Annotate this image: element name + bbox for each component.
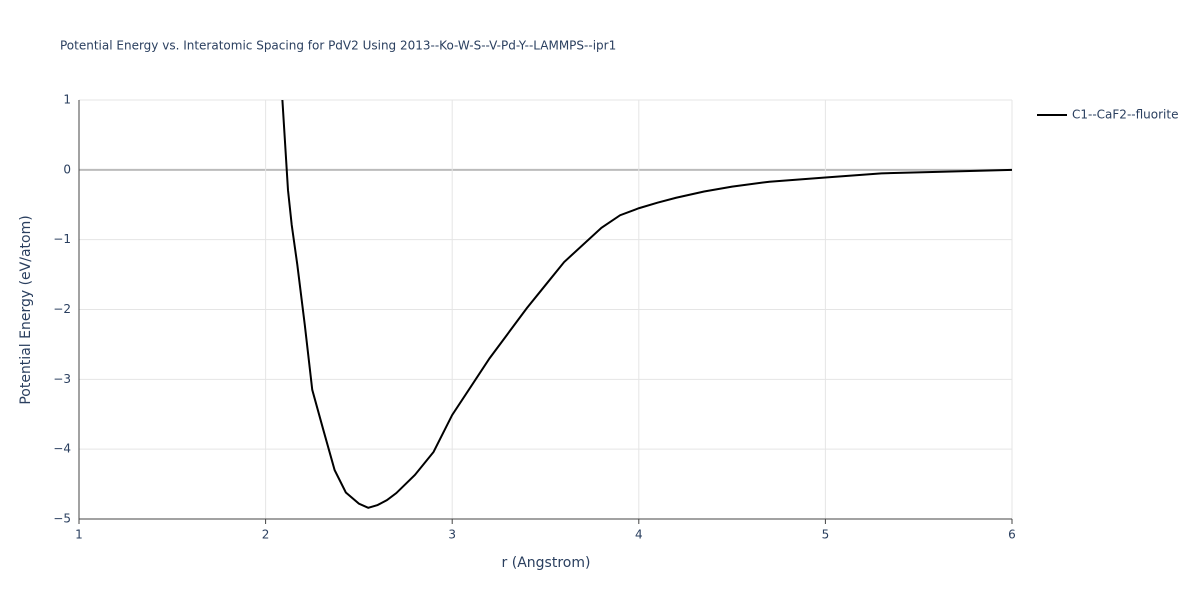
y-tick-label: −4	[53, 442, 71, 456]
x-tick-label: 3	[448, 528, 456, 542]
line	[281, 99, 1013, 509]
y-tick-label: 0	[63, 162, 71, 176]
y-tick-label: −3	[53, 372, 71, 386]
legend-label: C1--CaF2--fluorite	[1072, 108, 1178, 122]
x-tick-label: 1	[75, 528, 83, 542]
y-axis-label: Potential Energy (eV/atom)	[18, 215, 34, 404]
x-tick-label: 6	[1008, 528, 1016, 542]
y-tick-label: −5	[53, 512, 71, 526]
x-axis-label: r (Angstrom)	[502, 555, 591, 571]
y-tick-label: 1	[63, 93, 71, 107]
y-tick-label: −2	[53, 302, 71, 316]
chart-title: Potential Energy vs. Interatomic Spacing…	[60, 39, 616, 53]
x-tick-label: 4	[635, 528, 643, 542]
y-tick-label: −1	[53, 232, 71, 246]
x-tick-label: 2	[262, 528, 270, 542]
x-tick-label: 5	[822, 528, 830, 542]
